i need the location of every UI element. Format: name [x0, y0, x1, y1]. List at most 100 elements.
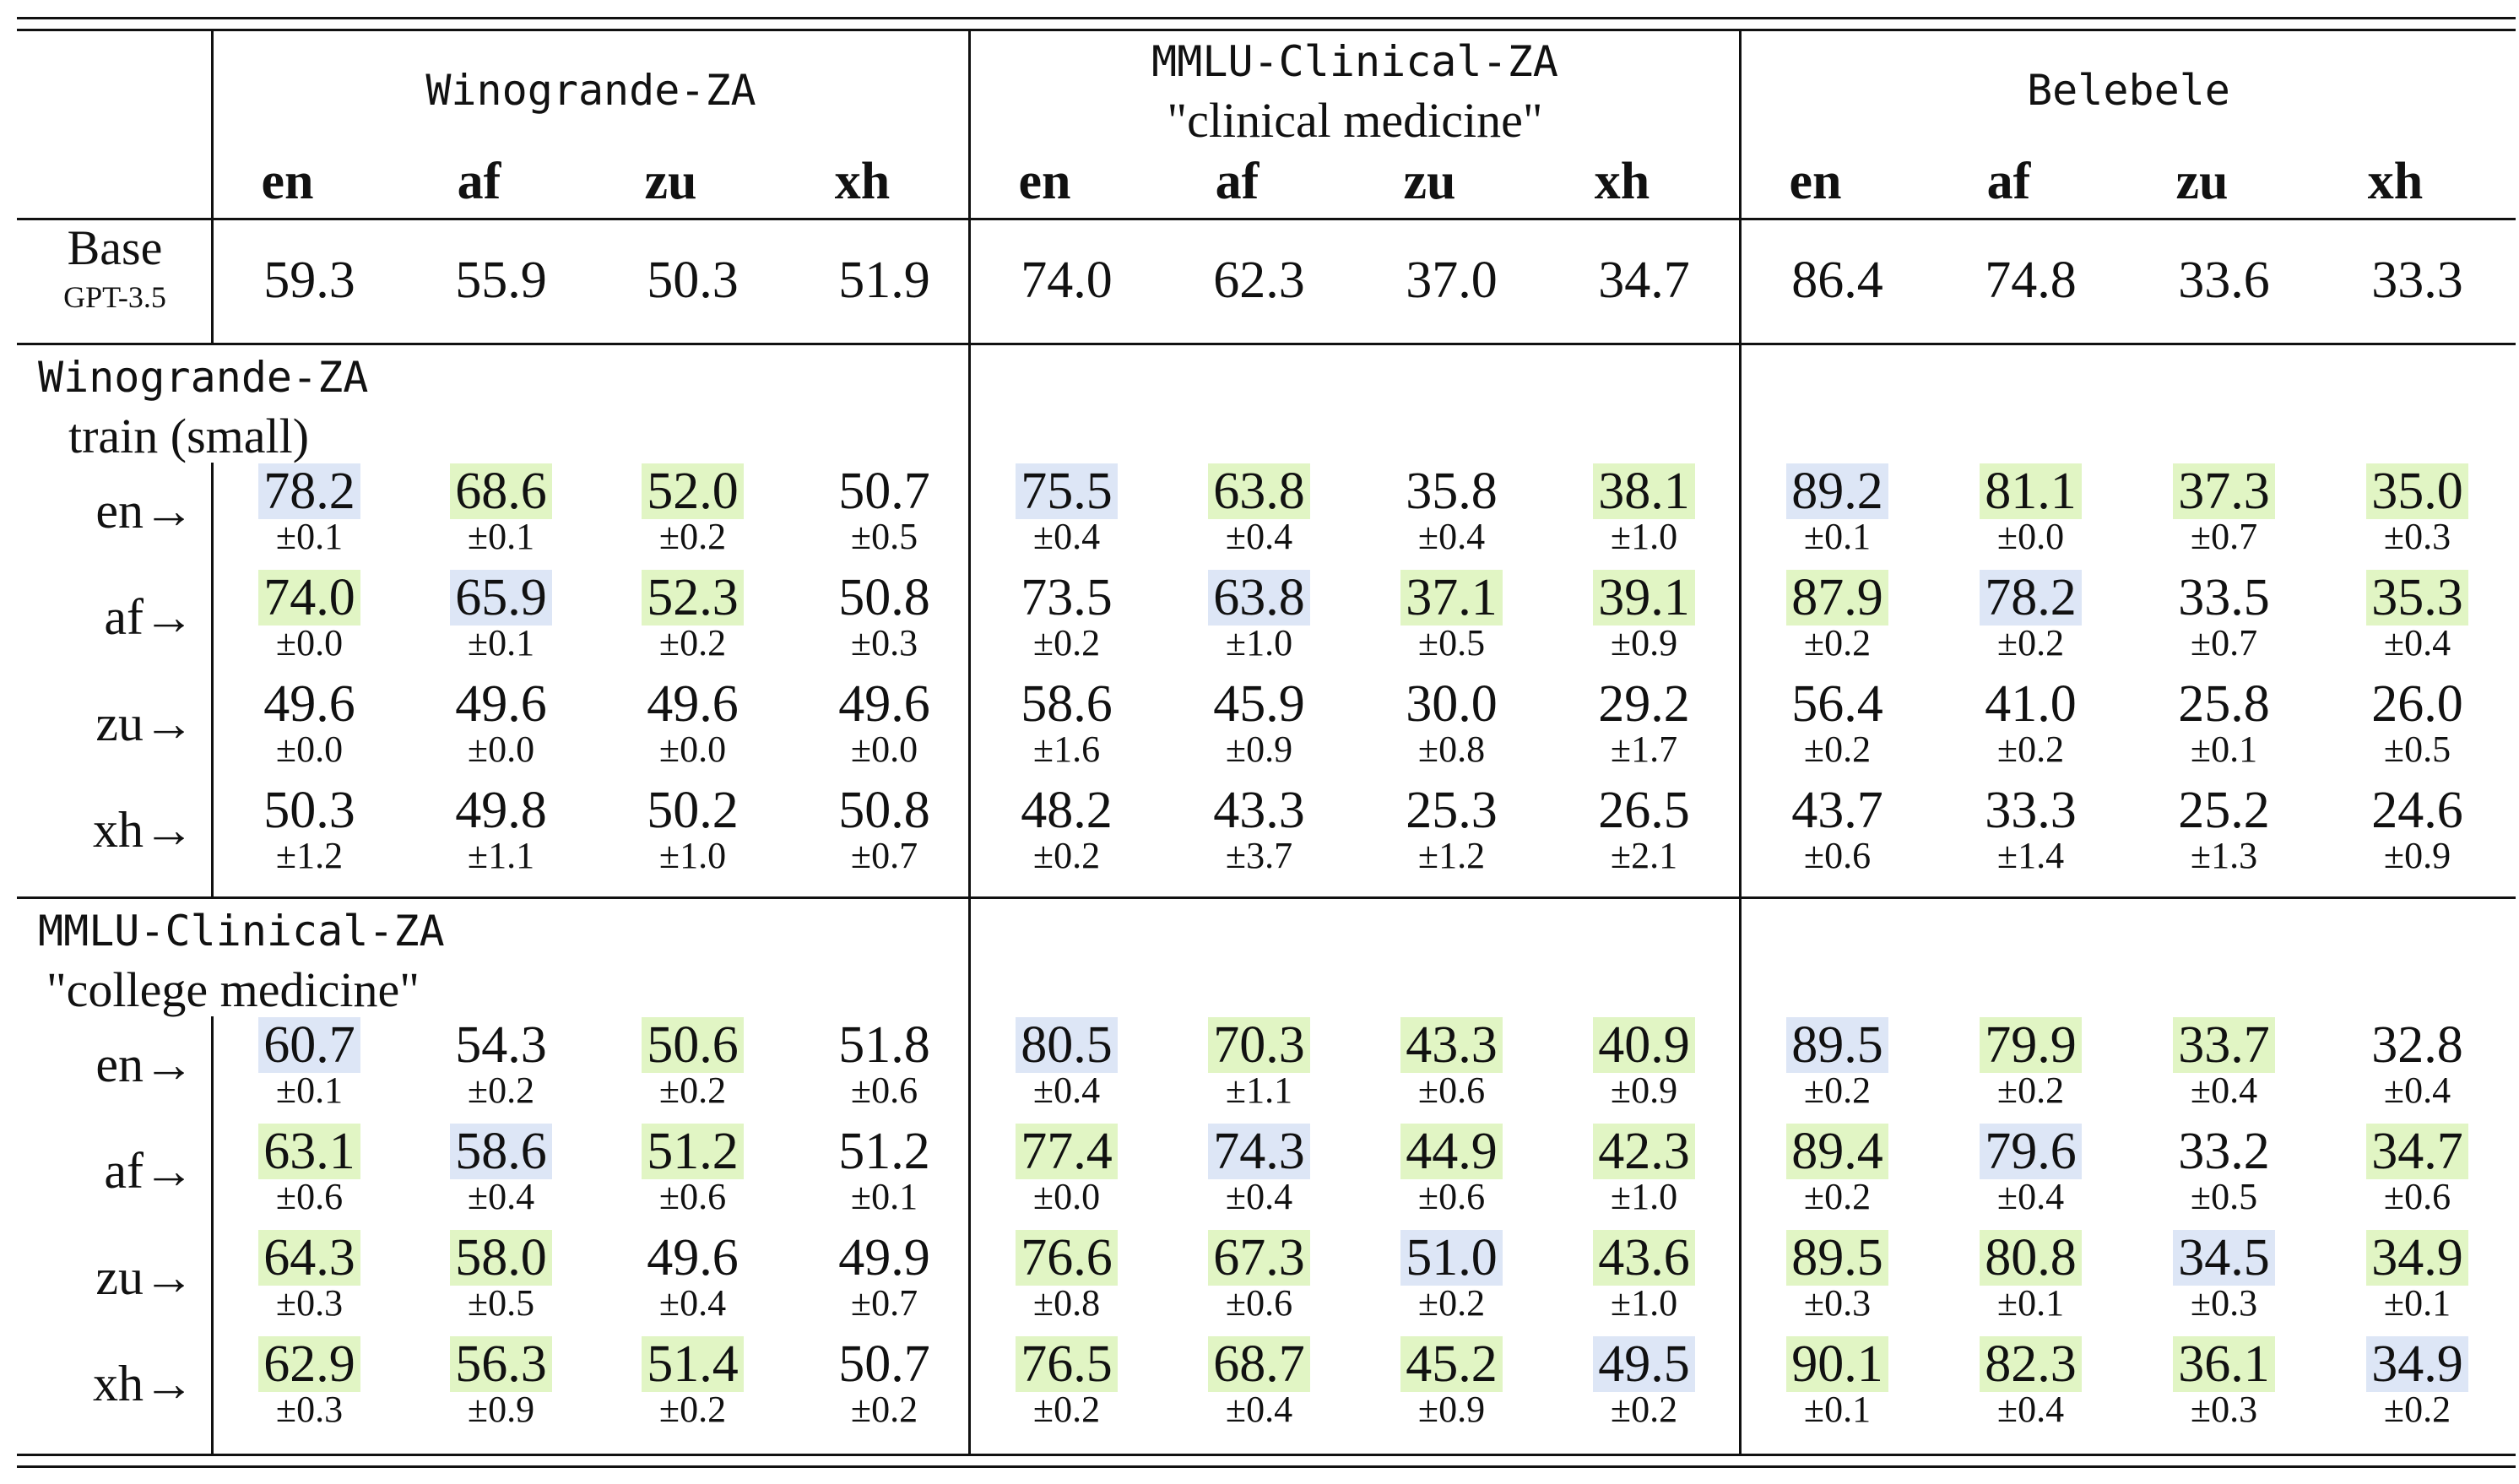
section-label-mmlu: MMLU-Clinical-ZA "college medicine" [38, 902, 445, 1020]
result-value: 50.3 [263, 782, 355, 839]
section-subtitle: train (small) [68, 409, 310, 463]
result-value: 78.2 [1980, 570, 2082, 626]
result-error: ±0.7 [2190, 622, 2258, 663]
result-cell: 76.5 ±0.2 [971, 1333, 1162, 1439]
result-error: ±0.4 [658, 1282, 727, 1324]
result-error: ±0.1 [275, 1070, 344, 1111]
result-cell: 39.1 ±0.9 [1548, 566, 1740, 673]
result-value: 63.8 [1208, 570, 1310, 626]
result-value: 76.6 [1016, 1230, 1118, 1286]
row-label: en→ [95, 1037, 194, 1092]
language-header-zu: zu [2175, 153, 2229, 210]
result-error: ±0.7 [850, 835, 918, 876]
result-error: ±0.4 [1032, 516, 1101, 557]
base-value: 59.3 [263, 252, 355, 309]
result-cell: 82.3 ±0.4 [1935, 1333, 2126, 1439]
result-value: 75.5 [1016, 463, 1118, 519]
result-cell: 49.8 ±1.1 [405, 779, 597, 886]
result-error: ±0.2 [2383, 1389, 2451, 1430]
result-value: 41.0 [1985, 675, 2077, 733]
result-error: ±0.2 [850, 1389, 918, 1430]
result-error: ±0.1 [467, 516, 535, 557]
result-error: ±0.1 [850, 1176, 918, 1217]
result-value: 89.5 [1786, 1230, 1888, 1286]
base-value: 62.3 [1213, 252, 1305, 309]
result-value: 90.1 [1786, 1336, 1888, 1392]
language-header-af: af [457, 153, 501, 210]
row-label: zu→ [95, 696, 194, 751]
result-cell: 87.9 ±0.2 [1742, 566, 1933, 673]
result-error: ±0.8 [1417, 728, 1486, 770]
result-value: 51.2 [838, 1123, 930, 1180]
result-cell: 50.8 ±0.3 [788, 566, 980, 673]
result-error: ±0.4 [1996, 1176, 2065, 1217]
result-error: ±0.9 [467, 1389, 535, 1430]
result-value: 49.9 [838, 1229, 930, 1286]
result-cell: 68.6 ±0.1 [405, 460, 597, 566]
result-error: ±0.6 [1417, 1070, 1486, 1111]
result-error: ±0.3 [275, 1282, 344, 1324]
result-value: 25.2 [2178, 782, 2270, 839]
language-header-en: en [1789, 153, 1842, 210]
result-value: 26.5 [1598, 782, 1690, 839]
language-header-zu: zu [1403, 153, 1456, 210]
result-cell: 37.1 ±0.5 [1356, 566, 1547, 673]
result-value: 37.1 [1400, 570, 1503, 626]
result-error: ±0.0 [658, 728, 727, 770]
result-error: ±0.4 [1417, 516, 1486, 557]
result-value: 74.0 [258, 570, 360, 626]
result-value: 34.5 [2173, 1230, 2275, 1286]
result-value: 25.3 [1406, 782, 1498, 839]
result-cell: 25.2 ±1.3 [2128, 779, 2320, 886]
result-cell: 49.6 ±0.4 [597, 1227, 788, 1333]
vline-row-labels [211, 31, 214, 343]
top-rule-2 [17, 29, 2516, 31]
base-value: 74.0 [1021, 252, 1113, 309]
result-error: ±0.0 [850, 728, 918, 770]
result-error: ±1.1 [1225, 1070, 1293, 1111]
result-value: 68.6 [450, 463, 552, 519]
result-cell: 89.4 ±0.2 [1742, 1120, 1933, 1227]
language-header-en: en [1018, 153, 1071, 210]
result-error: ±0.0 [467, 728, 535, 770]
header-rule [17, 218, 2516, 220]
result-error: ±1.0 [1610, 516, 1678, 557]
vline-row-labels-s2 [211, 1016, 214, 1454]
result-error: ±0.2 [1610, 1389, 1678, 1430]
row-label: af→ [104, 589, 194, 645]
result-error: ±0.3 [850, 622, 918, 663]
result-value: 50.7 [838, 1335, 930, 1393]
result-error: ±0.5 [2190, 1176, 2258, 1217]
result-error: ±0.7 [2190, 516, 2258, 557]
result-value: 58.6 [1021, 675, 1113, 733]
result-error: ±0.0 [1996, 516, 2065, 557]
result-cell: 63.1 ±0.6 [214, 1120, 405, 1227]
result-value: 33.2 [2178, 1123, 2270, 1180]
result-cell: 41.0 ±0.2 [1935, 673, 2126, 779]
result-error: ±0.2 [1996, 728, 2065, 770]
result-error: ±0.1 [275, 516, 344, 557]
result-error: ±1.0 [1225, 622, 1293, 663]
group-header-name: Belebele [2027, 66, 2230, 115]
result-value: 76.5 [1016, 1336, 1118, 1392]
result-error: ±0.4 [2383, 622, 2451, 663]
result-error: ±1.7 [1610, 728, 1678, 770]
result-error: ±0.2 [658, 516, 727, 557]
group-header-belebele: Belebele [1742, 61, 2516, 120]
result-cell: 51.4 ±0.2 [597, 1333, 788, 1439]
result-error: ±0.2 [1803, 1070, 1872, 1111]
result-value: 50.2 [647, 782, 739, 839]
result-value: 63.8 [1208, 463, 1310, 519]
result-cell: 50.3 ±1.2 [214, 779, 405, 886]
result-cell: 60.7 ±0.1 [214, 1014, 405, 1120]
result-error: ±0.2 [1803, 1176, 1872, 1217]
result-cell: 76.6 ±0.8 [971, 1227, 1162, 1333]
result-error: ±0.2 [1996, 622, 2065, 663]
result-error: ±0.6 [658, 1176, 727, 1217]
result-cell: 35.3 ±0.4 [2321, 566, 2513, 673]
language-header-af: af [1215, 153, 1260, 210]
result-cell: 37.3 ±0.7 [2128, 460, 2320, 566]
base-value: 86.4 [1791, 252, 1883, 309]
base-value: 33.3 [2371, 252, 2463, 309]
result-error: ±0.0 [275, 728, 344, 770]
